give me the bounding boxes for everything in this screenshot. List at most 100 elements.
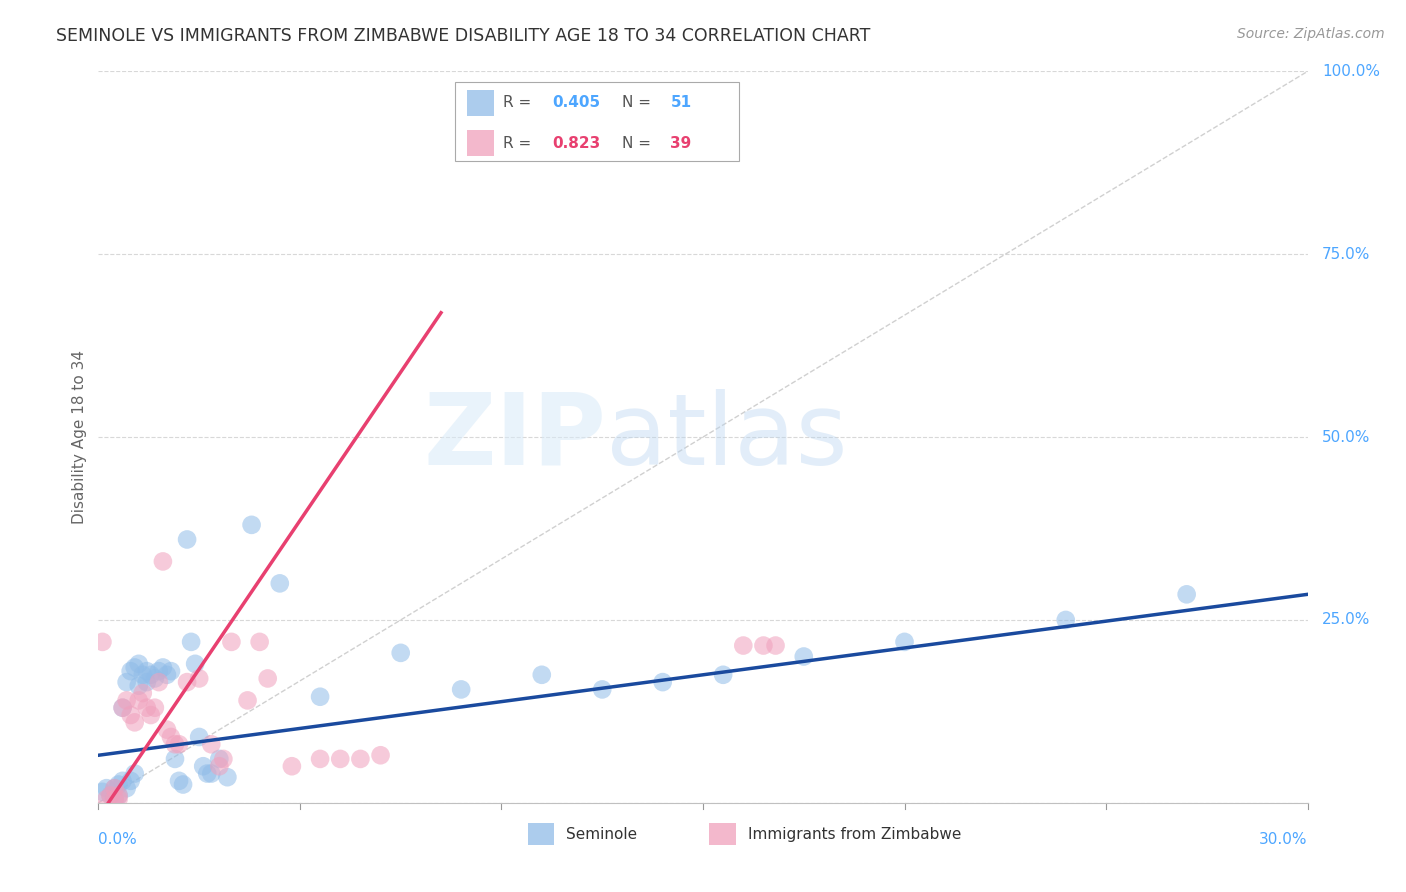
Text: 51: 51 [671, 95, 692, 111]
Point [156, 723, 179, 737]
Point [236, 693, 259, 707]
Point [107, 789, 129, 803]
Point [135, 700, 157, 714]
Text: atlas: atlas [606, 389, 848, 485]
Point [1054, 613, 1077, 627]
Point [111, 700, 134, 714]
Text: Source: ZipAtlas.com: Source: ZipAtlas.com [1237, 27, 1385, 41]
Point [752, 639, 775, 653]
Point [152, 554, 174, 568]
Point [135, 675, 157, 690]
Point [132, 686, 155, 700]
Point [167, 737, 190, 751]
Point [180, 635, 202, 649]
Point [100, 789, 122, 803]
FancyBboxPatch shape [709, 823, 735, 846]
Point [128, 693, 150, 707]
Point [103, 792, 125, 806]
Point [221, 635, 243, 649]
Text: 25.0%: 25.0% [1322, 613, 1371, 627]
Text: 50.0%: 50.0% [1322, 430, 1371, 444]
Point [132, 667, 155, 681]
FancyBboxPatch shape [467, 90, 494, 116]
Point [200, 737, 222, 751]
Point [793, 649, 815, 664]
Text: 39: 39 [671, 136, 692, 151]
Y-axis label: Disability Age 18 to 34: Disability Age 18 to 34 [72, 350, 87, 524]
Point [91, 785, 114, 799]
Point [103, 781, 125, 796]
Text: 30.0%: 30.0% [1260, 832, 1308, 847]
Point [103, 781, 125, 796]
Point [349, 752, 371, 766]
Point [139, 667, 162, 681]
Point [329, 752, 352, 766]
Point [1175, 587, 1198, 601]
Point [193, 759, 215, 773]
Point [309, 752, 332, 766]
Point [128, 657, 150, 671]
Point [160, 730, 183, 744]
Point [148, 675, 170, 690]
Point [651, 675, 673, 690]
Text: N =: N = [621, 136, 655, 151]
Point [103, 792, 125, 806]
Text: 100.0%: 100.0% [1322, 64, 1381, 78]
Point [148, 664, 170, 678]
Point [208, 752, 231, 766]
Point [156, 667, 179, 681]
FancyBboxPatch shape [456, 81, 740, 161]
FancyBboxPatch shape [527, 823, 554, 846]
Point [893, 635, 915, 649]
Text: ZIP: ZIP [423, 389, 606, 485]
Point [139, 708, 162, 723]
Point [217, 770, 239, 784]
Point [124, 766, 146, 780]
Point [765, 639, 787, 653]
Point [256, 672, 278, 686]
Point [120, 773, 142, 788]
Point [160, 664, 183, 678]
Text: 0.405: 0.405 [551, 95, 600, 111]
Text: 0.0%: 0.0% [98, 832, 138, 847]
Point [91, 635, 114, 649]
Point [128, 679, 150, 693]
Point [195, 766, 218, 780]
Text: SEMINOLE VS IMMIGRANTS FROM ZIMBABWE DISABILITY AGE 18 TO 34 CORRELATION CHART: SEMINOLE VS IMMIGRANTS FROM ZIMBABWE DIS… [56, 27, 870, 45]
Point [167, 773, 190, 788]
Point [389, 646, 412, 660]
Point [733, 639, 755, 653]
Point [240, 517, 263, 532]
Point [281, 759, 304, 773]
Point [269, 576, 291, 591]
Point [107, 778, 129, 792]
Point [188, 730, 211, 744]
Point [96, 781, 118, 796]
Point [115, 781, 138, 796]
Point [111, 773, 134, 788]
Point [176, 533, 198, 547]
Point [212, 752, 235, 766]
Point [711, 667, 734, 681]
Point [249, 635, 271, 649]
FancyBboxPatch shape [467, 130, 494, 156]
Point [107, 789, 129, 803]
Point [135, 664, 157, 678]
Point [163, 752, 186, 766]
Point [208, 759, 231, 773]
Point [115, 693, 138, 707]
Text: R =: R = [503, 95, 537, 111]
Text: 75.0%: 75.0% [1322, 247, 1371, 261]
Point [172, 778, 194, 792]
Point [124, 715, 146, 730]
Text: Seminole: Seminole [567, 827, 637, 842]
Point [176, 675, 198, 690]
Point [591, 682, 613, 697]
Point [111, 700, 134, 714]
Point [188, 672, 211, 686]
Point [107, 792, 129, 806]
Point [124, 660, 146, 674]
Point [163, 737, 186, 751]
Point [184, 657, 207, 671]
Point [120, 708, 142, 723]
